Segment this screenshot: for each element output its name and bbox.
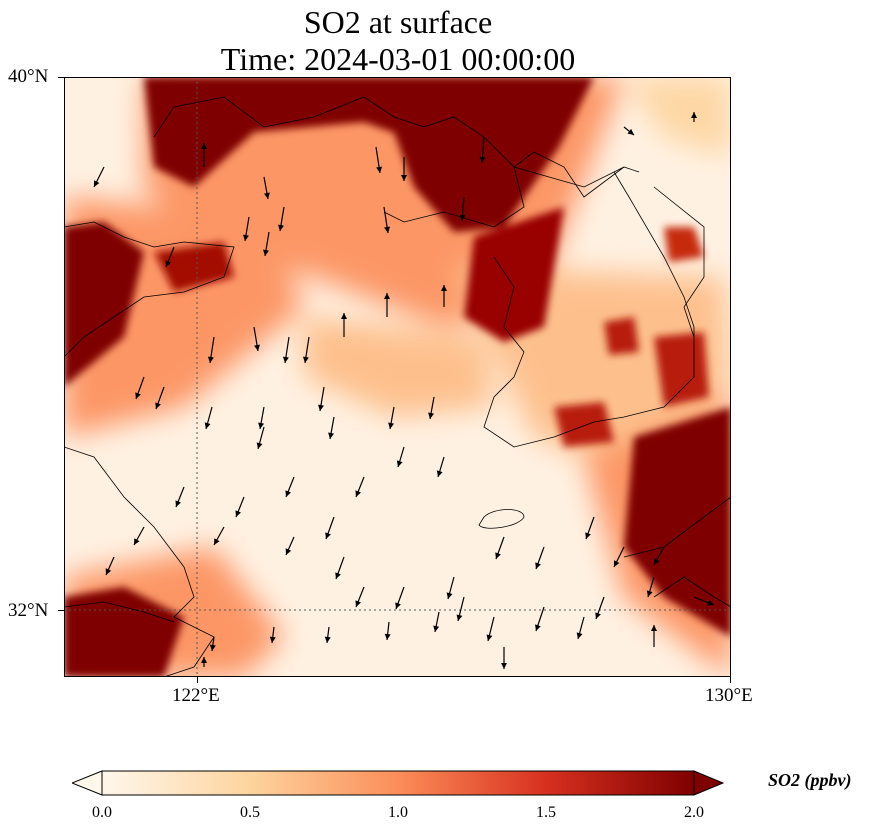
wind-vector-head <box>341 313 347 319</box>
wind-vector-head <box>355 600 362 607</box>
map-subtitle-time: Time: 2024-03-01 00:00:00 <box>220 41 576 77</box>
wind-vector-head <box>459 214 466 221</box>
wind-vector-head <box>479 156 486 163</box>
wind-vector-head <box>384 633 391 640</box>
colorbar-extend-max <box>693 770 724 796</box>
wind-vector-head <box>595 612 601 619</box>
lon-tick-130e: 130°E <box>705 685 753 706</box>
wind-vector-head <box>441 285 447 291</box>
wind-vector-head <box>207 356 214 363</box>
coastlines <box>64 96 731 677</box>
wind-vector-head <box>201 143 207 149</box>
wind-vector-head <box>325 532 331 539</box>
lon-tickmark-130e <box>730 677 731 683</box>
wind-vector-head <box>254 344 260 351</box>
wind-vector-head <box>456 614 463 621</box>
lon-tick-122e: 122°E <box>172 685 220 706</box>
so2-map <box>64 77 731 677</box>
wind-vector-head <box>328 432 335 439</box>
wind-vector-head <box>486 634 493 641</box>
wind-vector-head <box>134 538 140 545</box>
wind-vector-head <box>651 625 657 631</box>
lat-tickmark-40n <box>58 77 64 78</box>
wind-vector-head <box>94 180 100 187</box>
colorbar-tick-0: 0.0 <box>92 804 112 821</box>
wind-vector-head <box>376 166 383 173</box>
wind-vector-head <box>324 636 331 643</box>
wind-vector-head <box>285 490 292 497</box>
colorbar-label: SO2 (ppbv) <box>768 770 852 790</box>
wind-vector-head <box>335 572 341 579</box>
wind-vector-head <box>235 510 242 517</box>
wind-vector-head <box>654 558 660 565</box>
wind-vector-head <box>105 568 112 575</box>
wind-vector-head <box>263 249 269 256</box>
wind-vector-head <box>384 226 391 233</box>
colorbar-extend-min <box>72 770 103 796</box>
wind-vector-head <box>585 532 591 539</box>
wind-vector-head <box>243 234 249 241</box>
wind-vector-head <box>204 422 211 429</box>
lon-tickmark-122e <box>197 677 198 683</box>
lat-tickmark-32n <box>58 610 64 611</box>
wind-vector-head <box>302 356 309 363</box>
wind-vector-head <box>263 192 270 199</box>
lat-tick-40n: 40°N <box>8 66 49 87</box>
wind-vector-head <box>256 442 263 449</box>
wind-vector-head <box>258 422 265 429</box>
wind-vector-head <box>278 224 284 231</box>
map-title: SO2 at surface <box>303 4 493 40</box>
wind-vector-head <box>436 470 443 477</box>
wind-vector-head <box>355 490 362 497</box>
wind-vector-head <box>627 128 634 135</box>
wind-vector-head <box>501 663 507 669</box>
wind-vector-head <box>135 392 141 399</box>
wind-vector-head <box>214 538 220 545</box>
wind-vector-head <box>388 422 395 429</box>
wind-vector-head <box>285 548 292 555</box>
wind-vector-head <box>646 590 653 597</box>
colorbar-tick-4: 2.0 <box>684 804 704 821</box>
wind-vector-head <box>707 599 714 606</box>
wind-vector-head <box>576 632 583 639</box>
wind-vector-head <box>691 112 697 118</box>
wind-vector-head <box>282 356 289 363</box>
wind-vector-head <box>269 636 276 643</box>
wind-vector-head <box>318 404 324 411</box>
wind-vector-head <box>535 624 541 631</box>
wind-vector-head <box>433 625 440 632</box>
wind-vectors <box>93 112 715 669</box>
wind-vector-head <box>535 562 541 569</box>
colorbar <box>72 770 724 796</box>
wind-vector-head <box>401 175 407 181</box>
wind-vector-head <box>165 260 172 267</box>
wind-vector-head <box>384 293 390 299</box>
wind-vector-head <box>209 644 216 651</box>
wind-vector-head <box>614 560 620 567</box>
wind-vector-head <box>428 412 435 419</box>
colorbar-tick-3: 1.5 <box>536 804 556 821</box>
colorbar-gradient <box>101 770 695 796</box>
colorbar-tick-1: 0.5 <box>240 804 260 821</box>
wind-vector-head <box>446 592 453 599</box>
colorbar-tick-2: 1.0 <box>388 804 408 821</box>
wind-vector-head <box>155 402 161 409</box>
wind-vector-head <box>395 602 401 609</box>
wind-vector-head <box>175 500 182 507</box>
wind-vector-head <box>201 657 207 663</box>
lat-tick-32n: 32°N <box>8 600 49 621</box>
wind-vector-head <box>495 552 501 559</box>
concentration-field <box>64 77 731 677</box>
wind-vector-head <box>396 460 403 467</box>
